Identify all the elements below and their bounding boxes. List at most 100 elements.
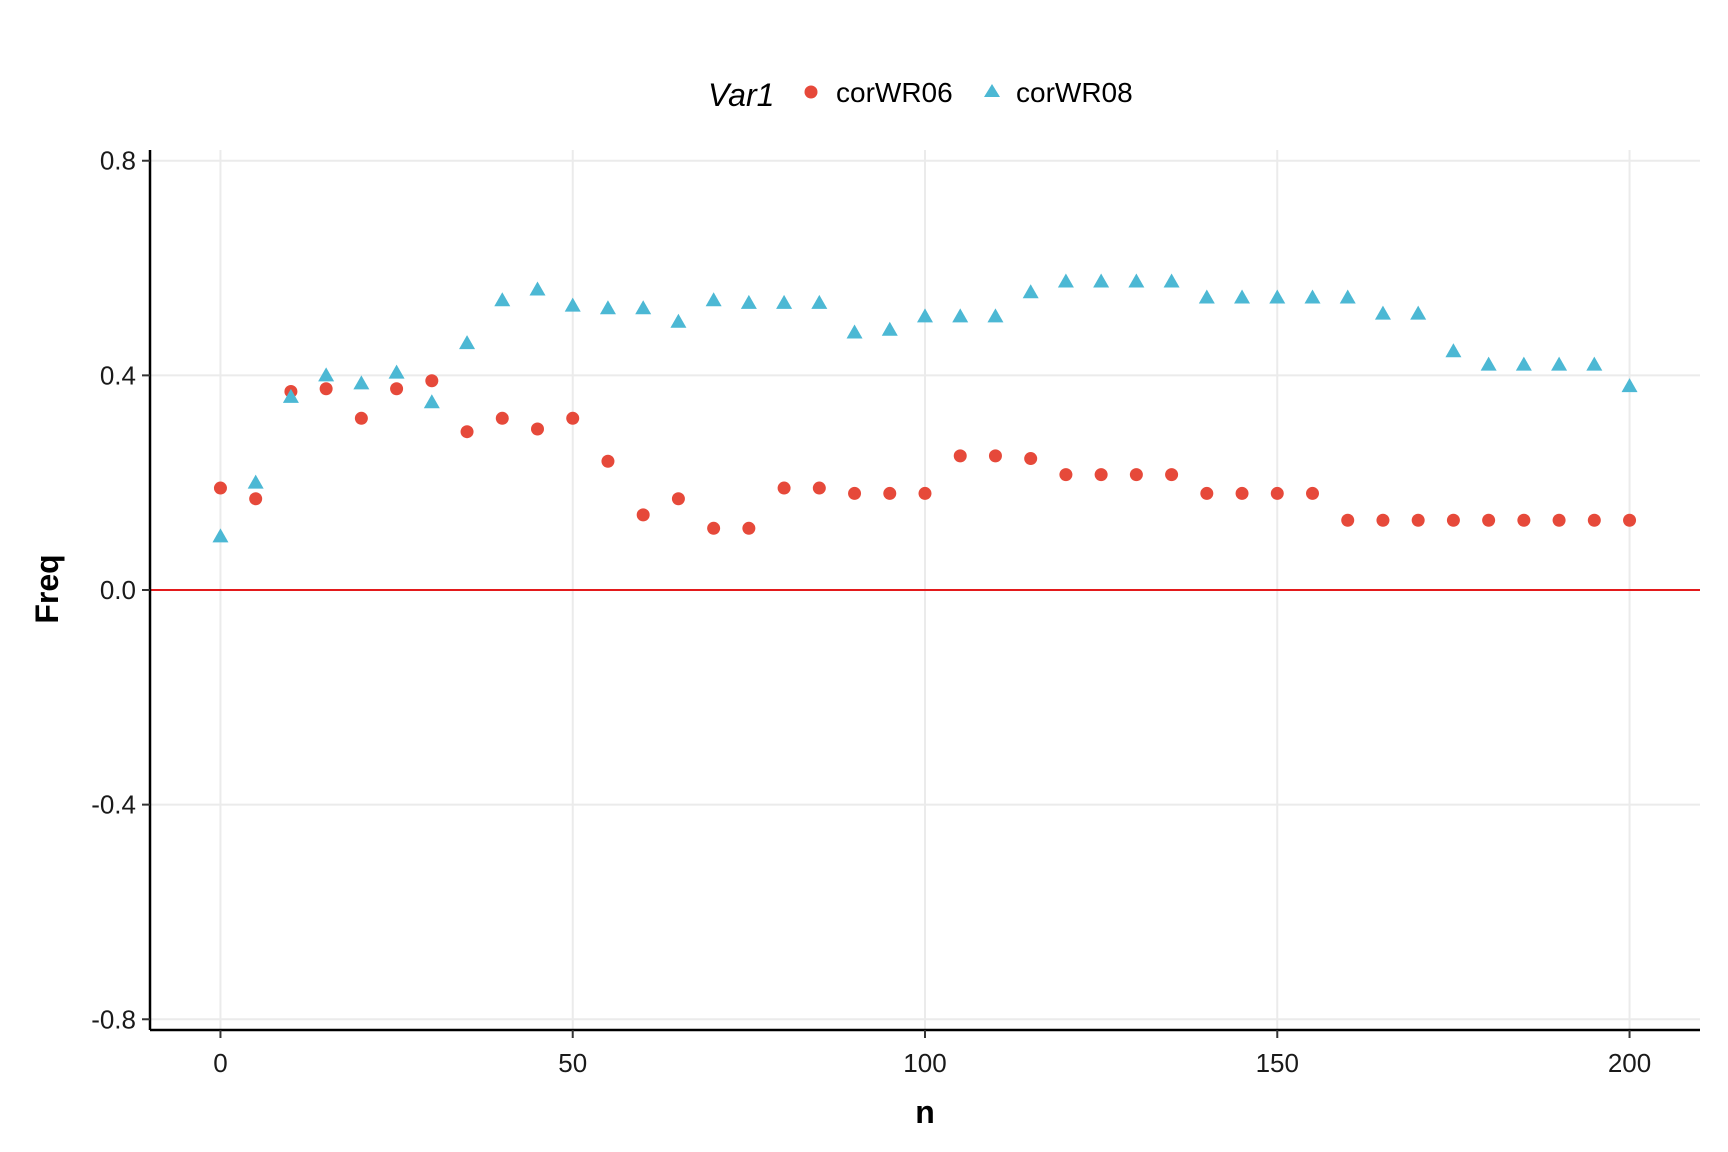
point-corWR08 [388,364,405,379]
point-corWR06 [1165,468,1179,482]
tick-labels: 0 50 100 150 200 0.8 0.4 0.0 -0.4 -0.8 [91,146,1651,1078]
point-corWR06 [531,422,544,436]
point-corWR06 [812,481,826,495]
point-corWR08 [1163,273,1180,288]
legend-label-corWR08: corWR08 [1016,77,1133,108]
y-axis-title: Freq [29,554,65,623]
point-corWR06 [460,425,474,439]
point-corWR08 [599,300,616,315]
point-corWR06 [1552,513,1566,527]
point-corWR08 [353,375,370,390]
legend-key-corWR08 [984,84,1000,97]
point-corWR06 [1411,513,1425,527]
point-corWR08 [318,367,335,382]
point-corWR06 [707,521,721,535]
point-corWR08 [1057,273,1074,288]
point-corWR06 [1306,486,1319,500]
point-corWR08 [1445,343,1462,358]
point-corWR08 [811,294,828,309]
point-corWR06 [319,382,333,396]
point-corWR06 [1446,513,1460,527]
point-corWR06 [636,508,650,522]
point-corWR06 [1024,452,1038,466]
point-corWR06 [1235,486,1249,500]
point-corWR08 [776,294,793,309]
point-corWR08 [635,300,652,315]
x-tick-label: 150 [1256,1048,1299,1078]
point-corWR06 [354,411,368,425]
legend-label-corWR06: corWR06 [836,77,953,108]
point-corWR08 [881,321,898,336]
point-corWR08 [247,474,264,489]
point-corWR06 [777,481,791,495]
y-tick-label: -0.4 [91,790,136,820]
point-corWR08 [1480,356,1497,371]
point-corWR08 [952,308,969,323]
point-corWR06 [425,374,439,388]
point-corWR06 [848,486,862,500]
point-corWR06 [953,449,967,463]
point-corWR08 [1022,284,1039,299]
point-corWR08 [917,308,933,323]
point-corWR08 [740,294,757,309]
point-corWR08 [1339,289,1356,304]
point-corWR06 [1059,468,1073,482]
x-axis-title: n [915,1094,935,1130]
legend-title: Var1 [708,77,774,113]
point-corWR08 [212,528,229,543]
point-corWR08 [1586,356,1603,371]
point-corWR06 [601,454,615,468]
point-corWR06 [495,411,509,425]
point-corWR08 [1410,305,1427,320]
point-corWR06 [918,486,932,500]
point-corWR08 [846,324,863,339]
legend: Var1 corWR06 corWR08 [708,77,1133,113]
y-tick-label: -0.8 [91,1004,136,1034]
point-corWR06 [1623,513,1637,527]
point-corWR06 [1270,486,1284,500]
point-corWR08 [1093,273,1110,288]
legend-key-corWR06 [804,85,818,99]
point-corWR06 [1341,513,1355,527]
point-corWR06 [988,449,1002,463]
point-corWR08 [987,308,1004,323]
y-tick-label: 0.8 [100,146,136,176]
x-tick-label: 0 [213,1048,227,1078]
point-corWR08 [1515,356,1532,371]
point-corWR06 [742,521,756,535]
point-corWR08 [529,281,546,296]
point-corWR08 [1374,305,1391,320]
point-corWR06 [1094,468,1108,482]
point-corWR06 [1129,468,1143,482]
x-tick-label: 50 [558,1048,587,1078]
point-corWR08 [564,297,581,312]
point-corWR06 [1482,513,1496,527]
data-points [212,273,1638,543]
point-corWR06 [1587,513,1601,527]
point-corWR08 [1198,289,1215,304]
point-corWR06 [390,382,404,396]
point-corWR08 [1304,289,1321,304]
point-corWR06 [883,486,897,500]
point-corWR06 [1200,486,1214,500]
point-corWR06 [671,492,685,506]
point-corWR08 [494,292,511,307]
point-corWR06 [1376,513,1390,527]
point-corWR08 [1234,289,1251,304]
y-tick-label: 0.4 [100,360,136,390]
point-corWR08 [1551,356,1568,371]
point-corWR08 [1128,273,1145,288]
point-corWR08 [670,313,687,328]
point-corWR08 [423,394,440,409]
point-corWR06 [1517,513,1531,527]
point-corWR06 [566,411,580,425]
point-corWR06 [249,492,263,506]
point-corWR06 [213,481,227,495]
x-tick-label: 200 [1608,1048,1651,1078]
point-corWR08 [1621,378,1638,393]
y-tick-label: 0.0 [100,575,136,605]
x-tick-label: 100 [903,1048,946,1078]
point-corWR08 [282,388,299,403]
point-corWR08 [705,292,722,307]
